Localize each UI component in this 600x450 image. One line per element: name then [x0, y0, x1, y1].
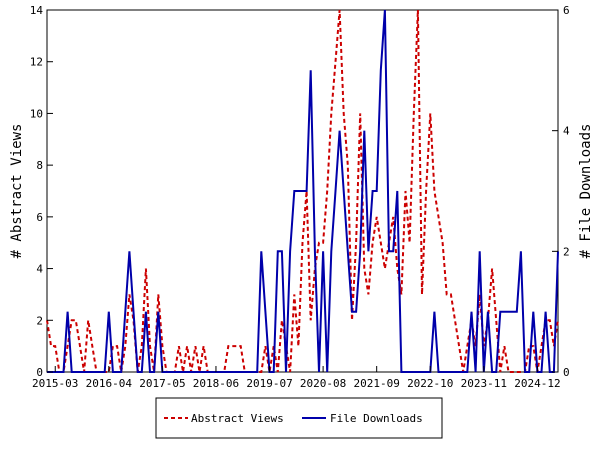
- y-axis-left-title: # Abstract Views: [9, 124, 25, 259]
- legend-file-downloads-label: File Downloads: [330, 412, 423, 425]
- y-right-tick-label: 2: [563, 245, 570, 258]
- y-left-tick-label: 10: [30, 107, 43, 120]
- x-tick-label: 2023-11: [461, 377, 507, 390]
- x-tick-label: 2016-04: [86, 377, 133, 390]
- y-left-tick-label: 0: [36, 366, 43, 379]
- file-downloads-line: [47, 9, 559, 373]
- y-left-tick-label: 8: [36, 159, 43, 172]
- x-tick-label: 2017-05: [139, 377, 185, 390]
- y-left-tick-label: 6: [36, 211, 43, 224]
- y-left-tick-label: 4: [36, 263, 43, 276]
- x-tick-label: 2020-08: [300, 377, 346, 390]
- y-left-tick-label: 2: [36, 314, 43, 327]
- x-tick-label: 2021-09: [353, 377, 399, 390]
- x-tick-label: 2019-07: [246, 377, 292, 390]
- y-axis-right-title: # File Downloads: [578, 124, 594, 259]
- x-tick-label: 2024-12: [514, 377, 560, 390]
- y-left-tick-label: 14: [30, 4, 44, 17]
- series-layer: [46, 9, 559, 373]
- y-right-tick-label: 0: [563, 366, 570, 379]
- x-tick-label: 2018-06: [193, 377, 239, 390]
- y-right-tick-label: 6: [563, 4, 570, 17]
- x-tick-label: 2022-10: [407, 377, 453, 390]
- legend: Abstract Views File Downloads: [155, 397, 443, 439]
- y-right-tick-label: 4: [563, 125, 570, 138]
- ticks-layer: 0 2 4 6 8 10 12 14 0 2 4 6 2015-03 2016-04 2017-05 2018…: [30, 4, 570, 390]
- y-left-tick-label: 12: [30, 56, 43, 69]
- legend-abstract-views-label: Abstract Views: [191, 412, 284, 425]
- x-tick-label: 2015-03: [32, 377, 78, 390]
- legend-box: [155, 397, 443, 439]
